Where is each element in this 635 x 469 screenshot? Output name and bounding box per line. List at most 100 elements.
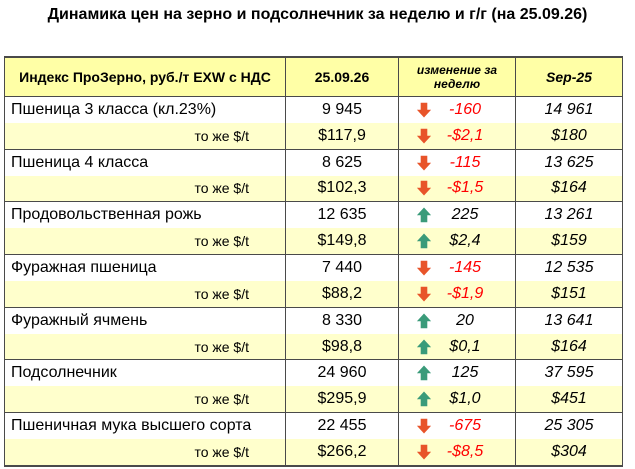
table-row-usd: то же $/t $149,8 $2,4 $159 xyxy=(4,228,623,255)
row-label: Фуражный ячмень xyxy=(4,306,286,334)
table-row-usd: то же $/t $295,9 $1,0 $451 xyxy=(4,386,623,413)
row-label: то же $/t xyxy=(4,122,286,150)
row-change: -$1,9 xyxy=(398,280,516,308)
row-previous-year-value: $451 xyxy=(515,386,623,413)
row-change: -115 xyxy=(398,148,516,176)
row-previous-year-value: $151 xyxy=(515,280,623,308)
table-row: Пшеница 3 класса (кл.23%) 9 945 -160 14 961 xyxy=(4,95,623,123)
row-current-value: $266,2 xyxy=(285,438,399,468)
row-change-value: $2,4 xyxy=(449,232,481,250)
price-table: Индекс ПроЗерно, руб./т EXW с НДС 25.09.… xyxy=(4,56,623,468)
row-previous-year-value: $304 xyxy=(515,438,623,468)
arrow-up-icon xyxy=(413,207,435,223)
row-change-value: -$2,1 xyxy=(446,126,484,144)
arrow-up-icon xyxy=(413,233,435,249)
row-change: $0,1 xyxy=(398,333,516,360)
row-change-value: $1,0 xyxy=(449,390,481,408)
arrow-down-icon xyxy=(413,286,435,302)
row-change: -160 xyxy=(398,95,516,123)
header-label: Индекс ПроЗерно, руб./т EXW с НДС xyxy=(4,56,286,97)
arrow-down-icon xyxy=(413,155,435,171)
row-previous-year-value: 14 961 xyxy=(515,95,623,123)
arrow-up-icon xyxy=(413,313,435,329)
table-header-row: Индекс ПроЗерно, руб./т EXW с НДС 25.09.… xyxy=(4,56,623,97)
table-body: Пшеница 3 класса (кл.23%) 9 945 -160 14 961… xyxy=(4,95,623,468)
arrow-down-icon xyxy=(413,260,435,276)
row-current-value: 22 455 xyxy=(285,412,399,439)
row-change-value: $0,1 xyxy=(449,337,481,355)
row-current-value: $149,8 xyxy=(285,228,399,255)
table-row-usd: то же $/t $266,2 -$8,5 $304 xyxy=(4,438,623,468)
row-change: 225 xyxy=(398,201,516,229)
header-weekly-change: изменение за неделю xyxy=(398,56,516,97)
row-current-value: $117,9 xyxy=(285,122,399,150)
row-change-value: -675 xyxy=(448,417,482,435)
row-change-value: -160 xyxy=(448,100,482,118)
row-label: то же $/t xyxy=(4,386,286,413)
row-change: $1,0 xyxy=(398,386,516,413)
row-current-value: 7 440 xyxy=(285,254,399,281)
row-change-value: 125 xyxy=(451,364,479,382)
row-change: 20 xyxy=(398,306,516,334)
arrow-up-icon xyxy=(413,365,435,381)
arrow-down-icon xyxy=(413,128,435,144)
row-previous-year-value: 37 595 xyxy=(515,359,623,387)
row-previous-year-value: 12 535 xyxy=(515,254,623,281)
arrow-down-icon xyxy=(413,180,435,196)
header-current-date: 25.09.26 xyxy=(285,56,399,97)
table-row-usd: то же $/t $88,2 -$1,9 $151 xyxy=(4,280,623,308)
row-current-value: $295,9 xyxy=(285,386,399,413)
row-change-value: 20 xyxy=(456,311,474,329)
row-change-value: -115 xyxy=(449,153,481,171)
row-label: то же $/t xyxy=(4,438,286,468)
table-row: Пшеница 4 класса 8 625 -115 13 625 xyxy=(4,148,623,176)
row-current-value: $88,2 xyxy=(285,280,399,308)
row-label: Фуражная пшеница xyxy=(4,254,286,281)
row-change-value: -145 xyxy=(448,258,482,276)
row-previous-year-value: $164 xyxy=(515,333,623,360)
row-current-value: $102,3 xyxy=(285,175,399,202)
page-title: Динамика цен на зерно и подсолнечник за … xyxy=(47,6,588,23)
row-previous-year-value: $180 xyxy=(515,122,623,150)
row-label: Пшеница 4 класса xyxy=(4,148,286,176)
row-change: $2,4 xyxy=(398,228,516,255)
row-label: то же $/t xyxy=(4,280,286,308)
row-change: -675 xyxy=(398,412,516,439)
row-current-value: 24 960 xyxy=(285,359,399,387)
row-previous-year-value: 25 305 xyxy=(515,412,623,439)
row-label: Продовольственная рожь xyxy=(4,201,286,229)
row-previous-year-value: $164 xyxy=(515,175,623,202)
header-previous-year: Sep-25 xyxy=(515,56,623,97)
row-label: то же $/t xyxy=(4,228,286,255)
row-change-value: -$8,5 xyxy=(446,442,484,460)
arrow-down-icon xyxy=(413,418,435,434)
row-label: Пшеничная мука высшего сорта xyxy=(4,412,286,439)
row-previous-year-value: $159 xyxy=(515,228,623,255)
row-label: то же $/t xyxy=(4,333,286,360)
table-row: Подсолнечник 24 960 125 37 595 xyxy=(4,359,623,387)
row-current-value: $98,8 xyxy=(285,333,399,360)
row-previous-year-value: 13 641 xyxy=(515,306,623,334)
arrow-up-icon xyxy=(413,391,435,407)
table-row-usd: то же $/t $98,8 $0,1 $164 xyxy=(4,333,623,360)
row-label: Подсолнечник xyxy=(4,359,286,387)
row-current-value: 9 945 xyxy=(285,95,399,123)
table-row: Пшеничная мука высшего сорта 22 455 -675 25… xyxy=(4,412,623,439)
table-row: Фуражный ячмень 8 330 20 13 641 xyxy=(4,306,623,334)
table-row: Фуражная пшеница 7 440 -145 12 535 xyxy=(4,254,623,281)
arrow-down-icon xyxy=(413,102,435,118)
table-row-usd: то же $/t $117,9 -$2,1 $180 xyxy=(4,122,623,150)
table-row: Продовольственная рожь 12 635 225 13 261 xyxy=(4,201,623,229)
row-current-value: 8 330 xyxy=(285,306,399,334)
table-row-usd: то же $/t $102,3 -$1,5 $164 xyxy=(4,175,623,202)
row-label: то же $/t xyxy=(4,175,286,202)
row-change-value: 225 xyxy=(451,206,479,224)
row-change: -$2,1 xyxy=(398,122,516,150)
row-label: Пшеница 3 класса (кл.23%) xyxy=(4,95,286,123)
arrow-down-icon xyxy=(413,444,435,460)
row-change: 125 xyxy=(398,359,516,387)
row-change: -$8,5 xyxy=(398,438,516,468)
row-change: -145 xyxy=(398,254,516,281)
row-previous-year-value: 13 625 xyxy=(515,148,623,176)
row-change-value: -$1,9 xyxy=(446,284,484,302)
